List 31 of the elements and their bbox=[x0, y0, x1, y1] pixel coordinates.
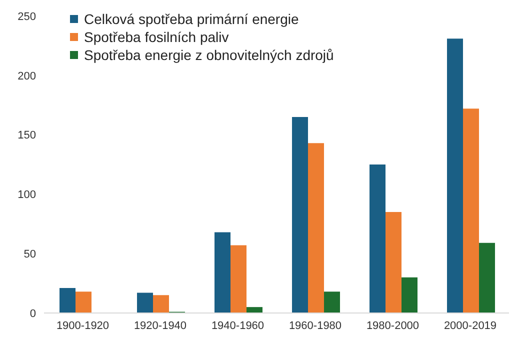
bar bbox=[463, 108, 479, 313]
x-tick-label: 1900-1920 bbox=[56, 320, 110, 332]
bar bbox=[292, 116, 308, 313]
bar bbox=[230, 245, 246, 313]
bar bbox=[214, 232, 230, 313]
x-tick-label: 1980-2000 bbox=[366, 320, 420, 332]
bar bbox=[246, 307, 262, 313]
bar bbox=[386, 212, 402, 313]
bar bbox=[60, 288, 76, 313]
x-tick-label: 2000-2019 bbox=[444, 320, 497, 332]
x-tick-label: 1920-1940 bbox=[134, 320, 187, 332]
legend-label: Celková spotřeba primární energie bbox=[84, 10, 299, 28]
x-tick-label: 1960-1980 bbox=[288, 320, 342, 332]
bar bbox=[402, 277, 418, 313]
bar bbox=[153, 295, 169, 313]
y-tick-label: 150 bbox=[18, 130, 36, 142]
bar bbox=[308, 143, 324, 313]
bar bbox=[137, 292, 153, 313]
legend-label: Spotřeba fosilních paliv bbox=[84, 28, 229, 46]
y-tick-label: 250 bbox=[18, 10, 36, 23]
bar bbox=[479, 242, 495, 313]
legend-label: Spotřeba energie z obnovitelných zdrojů bbox=[84, 46, 334, 64]
y-tick-label: 200 bbox=[18, 70, 36, 82]
bar bbox=[447, 38, 463, 313]
y-tick-label: 0 bbox=[30, 308, 36, 320]
y-tick-label: 100 bbox=[18, 189, 36, 202]
y-tick-label: 50 bbox=[24, 248, 36, 261]
x-tick-label: 1940-1960 bbox=[211, 320, 264, 332]
bar bbox=[370, 164, 386, 313]
bar bbox=[76, 292, 92, 313]
bar bbox=[324, 292, 340, 313]
